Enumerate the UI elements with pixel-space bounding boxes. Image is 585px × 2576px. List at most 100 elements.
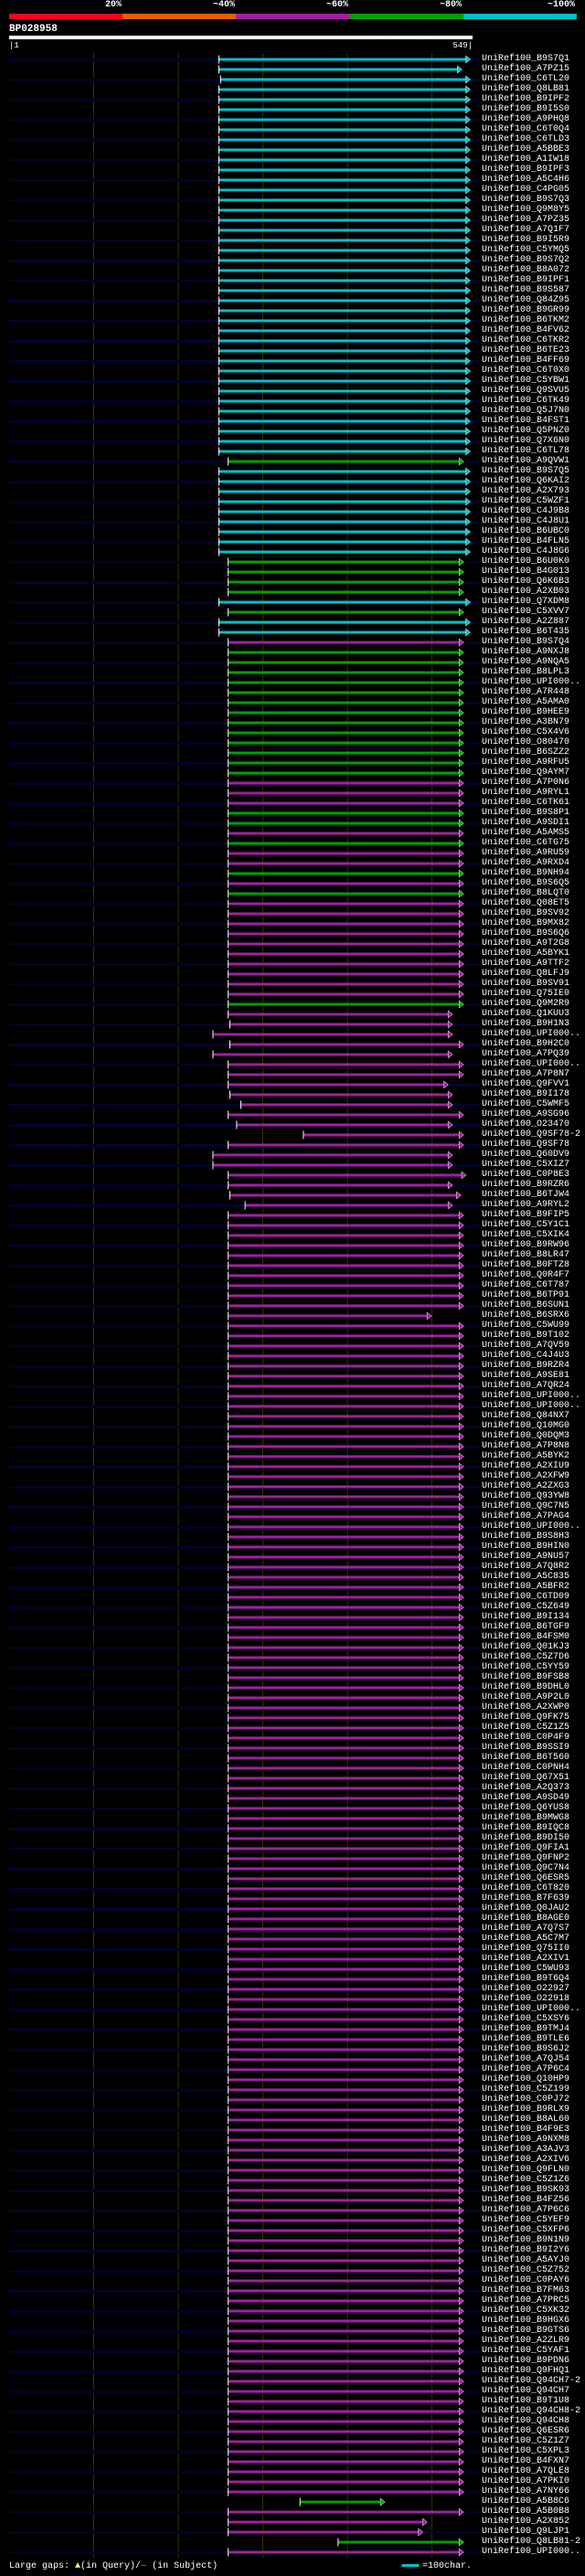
hit-label[interactable]: UniRef100_A3BN79 — [482, 717, 570, 727]
hit-label[interactable]: UniRef100_B9I178 — [482, 1089, 570, 1099]
hit-label[interactable]: UniRef100_C5WU99 — [482, 1320, 570, 1330]
hit-label[interactable]: UniRef100_Q6KAI2 — [482, 476, 570, 486]
hit-label[interactable]: UniRef100_Q5J7N0 — [482, 406, 570, 416]
hit-label[interactable]: UniRef100_B7FM63 — [482, 2285, 570, 2295]
hit-label[interactable]: UniRef100_Q9M8Y5 — [482, 205, 570, 215]
hit-label[interactable]: UniRef100_Q75II0 — [482, 1944, 570, 1954]
hit-label[interactable]: UniRef100_B9NH94 — [482, 868, 570, 878]
hit-label[interactable]: UniRef100_C5Z1Z5 — [482, 1723, 570, 1733]
hit-label[interactable]: UniRef100_B4FSM0 — [482, 1632, 570, 1642]
hit-label[interactable]: UniRef100_A7PAG4 — [482, 1511, 570, 1521]
hit-label[interactable]: UniRef100_B9SV91 — [482, 979, 570, 989]
hit-label[interactable]: UniRef100_B9DHL0 — [482, 1682, 570, 1692]
hit-label[interactable]: UniRef100_B9S7Q2 — [482, 255, 570, 265]
hit-label[interactable]: UniRef100_C6T0X0 — [482, 366, 570, 376]
hit-label[interactable]: UniRef100_A2ZLR9 — [482, 2336, 570, 2346]
hit-label[interactable]: UniRef100_B9T102 — [482, 1330, 570, 1341]
hit-label[interactable]: UniRef100_A2X852 — [482, 2517, 570, 2527]
hit-label[interactable]: UniRef100_A7P8N8 — [482, 1441, 570, 1451]
hit-label[interactable]: UniRef100_A9SE81 — [482, 1371, 570, 1381]
hit-label[interactable]: UniRef100_A1IW18 — [482, 154, 570, 164]
hit-label[interactable]: UniRef100_B6TP91 — [482, 1290, 570, 1300]
hit-label[interactable]: UniRef100_Q60DV9 — [482, 1150, 570, 1160]
hit-label[interactable]: UniRef100_C5Z7D6 — [482, 1652, 570, 1662]
hit-label[interactable]: UniRef100_A9NXJ8 — [482, 647, 570, 657]
hit-label[interactable]: UniRef100_B6TGF9 — [482, 1622, 570, 1632]
hit-label[interactable]: UniRef100_A9SG96 — [482, 1109, 570, 1119]
hit-label[interactable]: UniRef100_A9T2G8 — [482, 938, 570, 949]
hit-label[interactable]: UniRef100_B4FV62 — [482, 325, 570, 335]
hit-label[interactable]: UniRef100_A7PZ35 — [482, 215, 570, 225]
hit-label[interactable]: UniRef100_B9SSI9 — [482, 1743, 570, 1753]
hit-label[interactable]: UniRef100_A7QR24 — [482, 1381, 570, 1391]
hit-label[interactable]: UniRef100_B4F9E3 — [482, 2125, 570, 2135]
hit-label[interactable]: UniRef100_C5YMQ5 — [482, 245, 570, 255]
hit-label[interactable]: UniRef100_A7Q8R2 — [482, 1562, 570, 1572]
hit-label[interactable]: UniRef100_B9I5S0 — [482, 104, 570, 114]
hit-label[interactable]: UniRef100_B9HGX6 — [482, 2316, 570, 2326]
hit-label[interactable]: UniRef100_C5Y1C1 — [482, 1220, 570, 1230]
hit-label[interactable]: UniRef100_A7QV59 — [482, 1341, 570, 1351]
hit-label[interactable]: UniRef100_B8A072 — [482, 265, 570, 275]
hit-label[interactable]: UniRef100_A7PRC5 — [482, 2295, 570, 2306]
hit-label[interactable]: UniRef100_A2XB03 — [482, 587, 570, 597]
hit-label[interactable]: UniRef100_C5Z649 — [482, 1602, 570, 1612]
hit-label[interactable]: UniRef100_B9S8H3 — [482, 1532, 570, 1542]
hit-label[interactable]: UniRef100_Q0JAU2 — [482, 1903, 570, 1913]
hit-label[interactable]: UniRef100_C6T0Q4 — [482, 124, 570, 134]
hit-label[interactable]: UniRef100_UPI000.. — [482, 1391, 581, 1401]
hit-label[interactable]: UniRef100_C5WU93 — [482, 1964, 570, 1974]
hit-label[interactable]: UniRef100_Q6ESR5 — [482, 1873, 570, 1883]
hit-label[interactable]: UniRef100_B6SZZ2 — [482, 747, 570, 758]
hit-label[interactable]: UniRef100_B9I134 — [482, 1612, 570, 1622]
hit-label[interactable]: UniRef100_UPI000.. — [482, 1029, 581, 1039]
hit-label[interactable]: UniRef100_A5BYK1 — [482, 949, 570, 959]
hit-label[interactable]: UniRef100_Q93YW8 — [482, 1491, 570, 1501]
hit-label[interactable]: UniRef100_A9TTF2 — [482, 959, 570, 969]
hit-label[interactable]: UniRef100_A2XIU9 — [482, 1461, 570, 1471]
hit-label[interactable]: UniRef100_Q94CH8-2 — [482, 2406, 581, 2416]
hit-label[interactable]: UniRef100_O23470 — [482, 1119, 570, 1129]
hit-label[interactable]: UniRef100_C4PG05 — [482, 185, 570, 195]
hit-label[interactable]: UniRef100_C5WMF5 — [482, 1099, 570, 1109]
hit-label[interactable]: UniRef100_C5WZF1 — [482, 496, 570, 506]
hit-label[interactable]: UniRef100_A5B0B8 — [482, 2507, 570, 2517]
hit-label[interactable]: UniRef100_B9IPF2 — [482, 94, 570, 104]
hit-label[interactable]: UniRef100_A5AYJ0 — [482, 2255, 570, 2265]
hit-label[interactable]: UniRef100_A2ZXG3 — [482, 1481, 570, 1491]
hit-label[interactable]: UniRef100_B9I2Y6 — [482, 2245, 570, 2255]
hit-label[interactable]: UniRef100_B4FST1 — [482, 416, 570, 426]
hit-label[interactable]: UniRef100_C6TLD3 — [482, 134, 570, 144]
hit-label[interactable]: UniRef100_A7PZ15 — [482, 64, 570, 74]
hit-label[interactable]: UniRef100_C0PAY6 — [482, 2275, 570, 2285]
hit-label[interactable]: UniRef100_Q9AYM7 — [482, 768, 570, 778]
hit-label[interactable]: UniRef100_A9RXD4 — [482, 858, 570, 868]
hit-label[interactable]: UniRef100_A5B8C6 — [482, 2496, 570, 2507]
hit-label[interactable]: UniRef100_A2Z887 — [482, 617, 570, 627]
hit-label[interactable]: UniRef100_A5C835 — [482, 1572, 570, 1582]
hit-label[interactable]: UniRef100_B9S6Q6 — [482, 928, 570, 938]
hit-label[interactable]: UniRef100_B6T435 — [482, 627, 570, 637]
hit-label[interactable]: UniRef100_B8AL60 — [482, 2115, 570, 2125]
hit-label[interactable]: UniRef100_B9IPF1 — [482, 275, 570, 285]
hit-label[interactable]: UniRef100_Q7XDM8 — [482, 597, 570, 607]
hit-label[interactable]: UniRef100_B9H1N3 — [482, 1019, 570, 1029]
hit-label[interactable]: UniRef100_Q0R4F7 — [482, 1270, 570, 1280]
hit-label[interactable]: UniRef100_A7Q7S7 — [482, 1924, 570, 1934]
hit-label[interactable]: UniRef100_B9S7Q5 — [482, 466, 570, 476]
hit-label[interactable]: UniRef100_C5XK32 — [482, 2306, 570, 2316]
hit-label[interactable]: UniRef100_Q8LB81-2 — [482, 2537, 581, 2547]
hit-label[interactable]: UniRef100_A5C7M7 — [482, 1934, 570, 1944]
hit-label[interactable]: UniRef100_B4FF69 — [482, 355, 570, 366]
hit-label[interactable]: UniRef100_Q9FK75 — [482, 1712, 570, 1723]
hit-label[interactable]: UniRef100_C0P8E3 — [482, 1170, 570, 1180]
hit-label[interactable]: UniRef100_C5XIZ7 — [482, 1160, 570, 1170]
hit-label[interactable]: UniRef100_Q6K6B3 — [482, 577, 570, 587]
hit-label[interactable]: UniRef100_A7QLE8 — [482, 2466, 570, 2476]
hit-label[interactable]: UniRef100_B9PDN6 — [482, 2356, 570, 2366]
hit-label[interactable]: UniRef100_Q94CH8 — [482, 2416, 570, 2426]
hit-label[interactable]: UniRef100_B8LPL3 — [482, 667, 570, 677]
hit-label[interactable]: UniRef100_Q9C7N5 — [482, 1501, 570, 1511]
hit-label[interactable]: UniRef100_C6T787 — [482, 1280, 570, 1290]
hit-label[interactable]: UniRef100_A5AMS5 — [482, 828, 570, 838]
